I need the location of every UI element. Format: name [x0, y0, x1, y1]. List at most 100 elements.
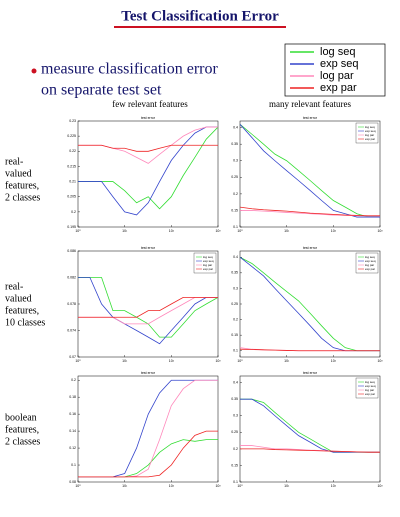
row-label: features, [5, 305, 39, 316]
x-tick-label: 10² [331, 484, 337, 488]
legend-label: exp par [320, 82, 357, 94]
chart-title: test error [303, 246, 318, 250]
x-tick-label: 10⁰ [75, 484, 81, 488]
x-tick-label: 10² [331, 359, 337, 363]
chart-legend-label: exp seq [365, 129, 376, 133]
y-tick-label: 0.086 [67, 249, 76, 253]
bullet-dot [31, 68, 37, 74]
x-tick-label: 10⁰ [237, 359, 243, 363]
row-label: boolean [5, 412, 37, 423]
row-label: 10 classes [5, 317, 45, 328]
y-tick-label: 0.07 [69, 355, 76, 359]
y-tick-label: 0.2 [71, 210, 76, 214]
chart-legend [355, 122, 379, 144]
series-line [78, 430, 218, 478]
chart-legend-label: exp par [365, 392, 375, 396]
y-tick-label: 0.25 [231, 430, 238, 434]
x-tick-label: 10³ [377, 484, 383, 488]
y-tick-label: 0.2 [233, 318, 238, 322]
y-tick-label: 0.082 [67, 275, 76, 279]
y-tick-label: 0.195 [67, 225, 76, 229]
y-tick-label: 0.078 [67, 302, 76, 306]
y-tick-label: 0.2 [233, 447, 238, 451]
x-tick-label: 10³ [215, 229, 221, 233]
chart-title: test error [141, 246, 156, 250]
column-header: few relevant features [112, 99, 188, 109]
plot-frame [77, 120, 219, 228]
y-tick-label: 0.2 [233, 192, 238, 196]
y-tick-label: 0.16 [69, 412, 76, 416]
row-label: valued [5, 168, 32, 179]
series-line [239, 348, 380, 352]
x-tick-label: 10¹ [122, 484, 128, 488]
chart-legend-label: log par [365, 133, 374, 137]
x-tick-label: 10² [169, 229, 175, 233]
y-tick-label: 0.15 [231, 333, 238, 337]
y-tick-label: 0.1 [233, 225, 238, 229]
y-tick-label: 0.35 [231, 142, 238, 146]
chart-legend-label: exp seq [203, 259, 214, 263]
row-label: features, [5, 180, 39, 191]
chart-legend-label: exp par [365, 267, 375, 271]
chart-title: test error [303, 371, 318, 375]
y-tick-label: 0.25 [231, 175, 238, 179]
bullet-text: measure classification error [41, 61, 218, 78]
x-tick-label: 10³ [215, 359, 221, 363]
x-tick-label: 10¹ [284, 229, 290, 233]
legend-label: log par [320, 70, 354, 82]
row-label: real- [5, 281, 23, 292]
y-tick-label: 0.14 [69, 429, 76, 433]
column-header: many relevant features [269, 99, 351, 109]
series-line [239, 124, 380, 218]
series-line [78, 126, 218, 216]
y-tick-label: 0.074 [67, 328, 76, 332]
bullet-text: on separate test set [41, 82, 162, 99]
y-tick-label: 0.205 [67, 195, 76, 199]
y-tick-label: 0.15 [231, 208, 238, 212]
chart-legend [355, 252, 379, 274]
slide-title: Test Classification Error [121, 8, 279, 24]
chart-legend-label: log seq [365, 255, 375, 259]
x-tick-label: 10⁰ [75, 229, 81, 233]
x-tick-label: 10¹ [122, 229, 128, 233]
y-tick-label: 0.225 [67, 134, 76, 138]
y-tick-label: 0.3 [233, 286, 238, 290]
y-tick-label: 0.18 [69, 395, 76, 399]
chart-legend-label: log par [365, 388, 374, 392]
chart-legend [355, 377, 379, 399]
y-tick-label: 0.23 [69, 119, 76, 123]
legend-label: exp seq [320, 58, 359, 70]
y-tick-label: 0.08 [69, 480, 76, 484]
chart-legend [193, 252, 217, 274]
row-label: 2 classes [5, 192, 40, 203]
row-label: 2 classes [5, 436, 40, 447]
series-line [239, 206, 380, 217]
x-tick-label: 10³ [377, 229, 383, 233]
y-tick-label: 0.4 [233, 126, 238, 130]
x-tick-label: 10¹ [284, 484, 290, 488]
y-tick-label: 0.1 [233, 480, 238, 484]
x-tick-label: 10¹ [122, 359, 128, 363]
chart-legend-label: log par [365, 263, 374, 267]
x-tick-label: 10² [169, 484, 175, 488]
y-tick-label: 0.1 [71, 463, 76, 467]
series-line [78, 296, 218, 318]
series-line [78, 277, 218, 345]
y-tick-label: 0.12 [69, 446, 76, 450]
x-tick-label: 10⁰ [237, 229, 243, 233]
y-tick-label: 0.4 [233, 381, 238, 385]
y-tick-label: 0.35 [231, 271, 238, 275]
y-tick-label: 0.25 [231, 302, 238, 306]
y-tick-label: 0.21 [69, 179, 76, 183]
row-label: real- [5, 156, 23, 167]
y-tick-label: 0.3 [233, 414, 238, 418]
y-tick-label: 0.2 [71, 378, 76, 382]
x-tick-label: 10³ [377, 359, 383, 363]
plot-frame [77, 375, 219, 483]
legend-label: log seq [320, 46, 355, 58]
chart-legend-label: log par [203, 263, 212, 267]
chart-legend-label: exp seq [365, 259, 376, 263]
y-tick-label: 0.215 [67, 164, 76, 168]
